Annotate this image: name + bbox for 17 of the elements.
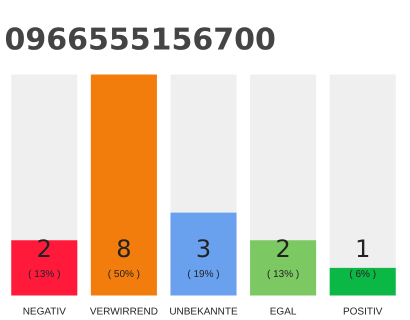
- data-label: 2: [275, 234, 291, 263]
- x-tick-label: POSITIV: [342, 306, 383, 318]
- data-label: 3: [196, 234, 212, 263]
- annotation: ( 6% ): [349, 269, 376, 280]
- x-tick-label: UNBEKANNTE: [169, 306, 238, 318]
- data-label: 2: [36, 234, 52, 263]
- annotation: ( 50% ): [108, 269, 140, 280]
- data-label: 8: [116, 234, 132, 263]
- chart-title: 0966555156700: [4, 22, 276, 58]
- bar: [330, 268, 396, 296]
- x-tick-label: EGAL: [270, 306, 297, 318]
- x-tick-label: NEGATIV: [22, 306, 66, 318]
- annotation: ( 13% ): [266, 269, 300, 280]
- annotation: ( 13% ): [28, 269, 60, 280]
- x-tick-label: VERWIRREND: [90, 306, 158, 318]
- annotation: ( 19% ): [187, 269, 220, 280]
- data-label: 1: [355, 234, 370, 263]
